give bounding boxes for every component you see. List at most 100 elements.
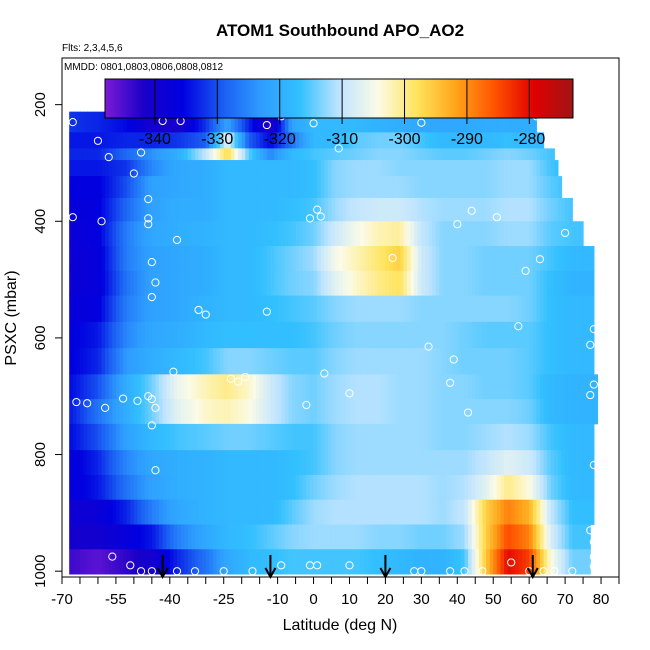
heatmap-cell xyxy=(302,549,307,575)
heatmap-cell xyxy=(349,160,354,177)
flight-arrow xyxy=(526,555,539,580)
heatmap-cell xyxy=(529,374,534,400)
heatmap-cell xyxy=(363,374,369,400)
heatmap-cell xyxy=(126,221,131,247)
heatmap-cell xyxy=(288,549,293,575)
heatmap-cell xyxy=(291,321,297,349)
heatmap-cell xyxy=(97,374,103,400)
sample-point xyxy=(586,220,595,229)
heatmap-cell xyxy=(381,474,387,501)
heatmap-cell xyxy=(482,176,487,199)
heatmap-cell xyxy=(557,474,563,501)
heatmap-cell xyxy=(202,374,207,400)
heatmap-cell xyxy=(169,524,174,550)
heatmap-cell xyxy=(302,160,307,177)
heatmap-cell xyxy=(266,321,272,349)
heatmap-cell xyxy=(353,111,358,133)
heatmap-cell xyxy=(482,148,487,161)
heatmap-cell xyxy=(76,246,81,272)
heatmap-cell xyxy=(169,246,174,272)
heatmap-cell xyxy=(557,374,563,400)
heatmap-cell xyxy=(263,148,268,161)
heatmap-cell xyxy=(424,148,430,161)
heatmap-cell xyxy=(568,524,573,550)
heatmap-cell xyxy=(514,295,519,323)
heatmap-cell xyxy=(230,197,236,222)
heatmap-cell xyxy=(550,549,555,575)
heatmap-cell xyxy=(432,270,437,297)
heatmap-cell xyxy=(295,132,300,149)
heatmap-cell xyxy=(184,111,189,133)
heatmap-cell xyxy=(105,197,110,222)
heatmap-cell xyxy=(205,111,210,133)
heatmap-cell xyxy=(205,423,210,451)
heatmap-cell xyxy=(464,499,469,525)
heatmap-cell xyxy=(187,499,192,525)
heatmap-cell xyxy=(270,499,275,525)
heatmap-cell xyxy=(331,176,336,199)
heatmap-cell xyxy=(471,399,476,425)
heatmap-cell xyxy=(209,111,214,133)
heatmap-cell xyxy=(277,474,282,501)
heatmap-cell xyxy=(493,132,498,149)
heatmap-cell xyxy=(550,321,555,349)
heatmap-cell xyxy=(184,221,189,247)
heatmap-cell xyxy=(381,148,387,161)
heatmap-cell xyxy=(511,148,516,161)
heatmap-cell xyxy=(475,176,480,199)
heatmap-cell xyxy=(442,374,448,400)
heatmap-cell xyxy=(514,348,519,375)
heatmap-cell xyxy=(263,348,268,375)
heatmap-cell xyxy=(468,524,473,550)
heatmap-cell xyxy=(327,197,333,222)
heatmap-cell xyxy=(500,399,505,425)
sample-point xyxy=(68,213,77,222)
heatmap-cell xyxy=(180,160,185,177)
heatmap-cell xyxy=(486,221,491,247)
heatmap-cell xyxy=(547,450,552,476)
heatmap-cell xyxy=(514,549,519,575)
heatmap-cell xyxy=(532,176,537,199)
heatmap-cell xyxy=(403,197,408,222)
heatmap-cell xyxy=(521,197,527,222)
heatmap-cell xyxy=(101,374,106,400)
heatmap-cell xyxy=(389,246,394,272)
y-tick-label: 400 xyxy=(32,209,49,234)
heatmap-cell xyxy=(342,111,347,133)
heatmap-cell xyxy=(241,246,246,272)
heatmap-cell xyxy=(155,148,160,161)
heatmap-cell xyxy=(241,524,246,550)
heatmap-cell xyxy=(155,132,160,149)
heatmap-cell xyxy=(90,221,95,247)
heatmap-cell xyxy=(561,524,566,550)
heatmap-cell xyxy=(590,246,595,272)
heatmap-cell xyxy=(94,148,99,161)
heatmap-cell xyxy=(176,399,182,425)
heatmap-cell xyxy=(227,295,232,323)
heatmap-cell xyxy=(450,549,455,575)
heatmap-cell xyxy=(144,499,149,525)
heatmap-cell xyxy=(184,295,189,323)
sample-point xyxy=(589,537,598,547)
heatmap-cell xyxy=(475,549,480,575)
heatmap-cell xyxy=(442,474,448,501)
heatmap-cell xyxy=(381,374,387,400)
heatmap-cell xyxy=(532,246,537,272)
x-axis: -70 -55 -40 -25 -10 0 10 20 30 40 50 60 70 80 xyxy=(51,577,620,608)
heatmap-cell xyxy=(252,450,257,476)
heatmap-cell xyxy=(338,399,343,425)
heatmap-cell xyxy=(263,160,268,177)
heatmap-cell xyxy=(79,423,85,451)
heatmap-cell xyxy=(338,321,343,349)
heatmap-cell xyxy=(356,176,361,199)
heatmap-cell xyxy=(101,160,106,177)
heatmap-cell xyxy=(478,148,484,161)
heatmap-cell xyxy=(367,246,372,272)
heatmap-cell xyxy=(230,111,236,133)
heatmap-cell xyxy=(457,399,462,425)
heatmap-cell xyxy=(590,399,595,425)
heatmap-cell xyxy=(69,399,74,425)
heatmap-cell xyxy=(252,160,257,177)
heatmap-cell xyxy=(130,374,135,400)
